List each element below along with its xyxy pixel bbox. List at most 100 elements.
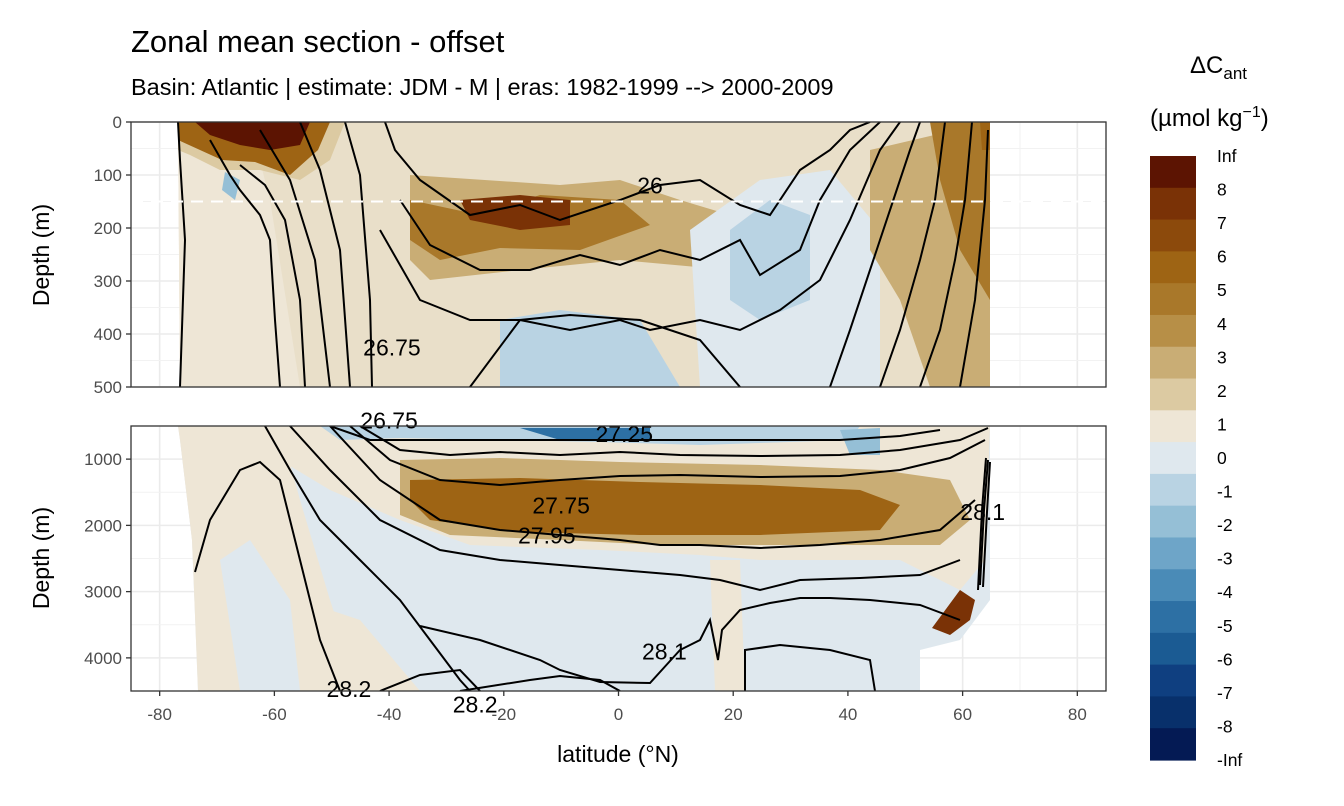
colorbar-swatch [1150,696,1196,729]
upper-contour-line [384,122,871,222]
x-axis-label: latitude (°N) [557,741,679,767]
colorbar-label: -Inf [1217,750,1242,770]
upper-isopycnals [177,122,989,387]
lower-fill-south-deep [300,600,420,691]
contour-label: 28.2 [453,691,498,717]
upper-contour-line [239,164,306,387]
colorbar-label: 8 [1217,180,1227,200]
legend-title: ΔCant [1190,52,1247,84]
lower-y-tick-label: 1000 [84,450,122,469]
upper-contour-line [879,122,946,387]
upper-fill-deep-blue [500,310,680,387]
upper-y-tick-label: 500 [94,378,122,397]
contour-label: 27.75 [532,493,590,519]
lower-contour-line [419,597,961,685]
colorbar-label: -1 [1217,482,1233,502]
colorbar-swatch [1150,505,1196,539]
colorbar-label: Inf [1217,146,1237,166]
upper-contour-line [209,139,281,387]
colorbar-swatch [1150,156,1196,189]
x-tick-label: -80 [147,705,172,724]
colorbar-label: -5 [1217,616,1233,636]
colorbar-swatch [1150,473,1196,507]
upper-contour-line [177,122,187,387]
colorbar-swatch [1150,410,1196,443]
lower-field [178,426,991,691]
upper-contour-line [259,129,331,387]
colorbar-label: 5 [1217,280,1227,300]
legend-title-main: ΔC [1190,52,1224,79]
chart-subtitle: Basin: Atlantic | estimate: JDM - M | er… [131,74,834,100]
upper-contour-line [469,313,741,387]
upper-fill-east-blue [730,200,810,320]
colorbar-labels: Inf 8 7 6 5 4 3 2 1 0 -1 -2 -3 -4 -5 -6 -7 -8 -Inf [1217,146,1242,770]
contour-label: 27.95 [518,522,576,548]
lower-contour-line [329,426,976,550]
colorbar-label: 2 [1217,381,1227,401]
upper-fill-south-dark [195,122,310,150]
upper-y-tick-label: 400 [94,325,122,344]
x-tick-label: 40 [838,705,857,724]
contour-label: 26.75 [360,408,418,434]
colorbar [1150,156,1196,761]
lower-y-tick-label: 3000 [84,583,122,602]
upper-field [177,122,990,387]
upper-contour-labels: 26 26.75 [363,173,663,361]
colorbar-swatch [1150,314,1196,348]
contour-label: 28.1 [642,638,687,664]
upper-fill-north-brown [930,122,990,300]
upper-fill-mid-dark [460,195,570,230]
x-tick-label: -20 [492,705,517,724]
lower-contour-line [264,426,471,691]
lower-y-axis-label: Depth (m) [28,507,54,609]
upper-panel-border [130,121,1107,388]
lower-contour-line [459,674,621,691]
colorbar-swatch [1150,601,1196,634]
lower-fill-south-blue [220,540,300,691]
contour-label: 26 [637,173,663,199]
x-tick-label: 60 [953,705,972,724]
upper-y-tick-label: 100 [94,166,122,185]
lower-contour-line [359,426,989,458]
colorbar-swatch [1150,569,1196,602]
colorbar-swatch [1150,378,1196,411]
lower-contour-line [289,426,961,592]
contour-label: 27.25 [595,421,653,447]
upper-fill-south-blue-spot [222,172,240,200]
upper-contour-line [959,129,989,387]
upper-y-tick-label: 0 [113,113,122,132]
colorbar-label: -2 [1217,515,1233,535]
colorbar-label: -3 [1217,549,1233,569]
x-tick-label: -40 [377,705,402,724]
upper-fill-south-light [178,122,300,387]
colorbar-label: -6 [1217,649,1233,669]
lower-panel: 26.75 27.25 27.75 27.95 28.1 28.2 28.2 28.1 100… [28,408,1107,717]
upper-contour-line [919,122,973,387]
lower-contour-line [329,426,941,441]
lower-contour-line [982,461,991,588]
colorbar-swatch [1150,632,1196,666]
lower-y-tick-label: 2000 [84,516,122,535]
upper-contour-line [299,122,351,387]
colorbar-label: 0 [1217,448,1227,468]
lower-contour-line [349,426,986,487]
contour-label: 28.1 [960,499,1005,525]
x-tick-label: 20 [724,705,743,724]
colorbar-swatch [1150,346,1196,380]
colorbar-label: -7 [1217,683,1233,703]
legend-unit-prefix: (µmol kg [1150,105,1243,132]
colorbar-label: -8 [1217,716,1233,736]
lower-y-axis: 1000 2000 3000 4000 [84,450,131,668]
colorbar-swatch [1150,442,1196,475]
upper-contour-line [829,122,921,387]
lower-contour-line [977,457,987,591]
colorbar-swatch [1150,728,1196,761]
colorbar-swatch [1150,537,1196,570]
lower-fill-north-dark [932,590,975,635]
lower-fill-north-blue-spot [840,428,880,455]
colorbar-label: 6 [1217,247,1227,267]
x-tick-label: 80 [1068,705,1087,724]
upper-contour-line [399,122,881,277]
lower-isopycnals [194,426,991,691]
